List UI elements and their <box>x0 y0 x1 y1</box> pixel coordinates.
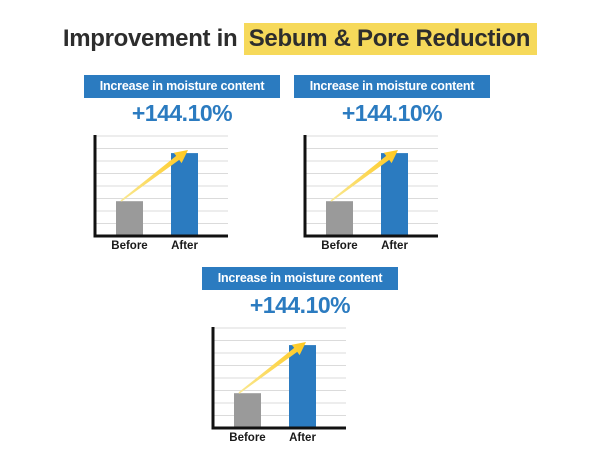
growth-arrow-icon <box>120 150 188 202</box>
growth-arrow-icon <box>238 342 306 394</box>
after-bar <box>289 345 316 427</box>
panel-3-banner: Increase in moisture content <box>202 267 398 290</box>
before-bar <box>116 201 143 235</box>
category-label: Before <box>111 240 147 252</box>
category-label: After <box>171 240 198 252</box>
bar-chart-1: Before After <box>84 134 280 259</box>
chart-row-bottom: Increase in moisture content +144.10% Be… <box>0 267 600 451</box>
bar-chart-2: Before After <box>294 134 490 259</box>
before-bar <box>326 201 353 235</box>
page-title: Improvement in Sebum & Pore Reduction <box>0 23 600 55</box>
moisture-panel-2: Increase in moisture content +144.10% Be… <box>294 75 490 259</box>
moisture-panel-1: Increase in moisture content +144.10% Be… <box>84 75 280 259</box>
moisture-panel-3: Increase in moisture content +144.10% Be… <box>202 267 398 451</box>
bar-chart-3: Before After <box>202 326 398 451</box>
page-title-highlight: Sebum & Pore Reduction <box>243 23 538 55</box>
chart-row-top: Increase in moisture content +144.10% Be… <box>0 75 587 259</box>
page-title-prefix: Improvement in <box>62 25 238 52</box>
category-label: After <box>289 432 316 444</box>
after-bar <box>171 153 198 235</box>
category-label: Before <box>229 432 265 444</box>
panel-3-percent-value: +144.10% <box>249 292 351 318</box>
after-bar <box>381 153 408 235</box>
panel-1-percent-value: +144.10% <box>131 100 233 126</box>
category-label: Before <box>321 240 357 252</box>
before-bar <box>234 393 261 427</box>
growth-arrow-icon <box>330 150 398 202</box>
panel-2-percent-value: +144.10% <box>341 100 443 126</box>
panel-2-banner: Increase in moisture content <box>294 75 490 98</box>
category-label: After <box>381 240 408 252</box>
panel-1-banner: Increase in moisture content <box>84 75 280 98</box>
